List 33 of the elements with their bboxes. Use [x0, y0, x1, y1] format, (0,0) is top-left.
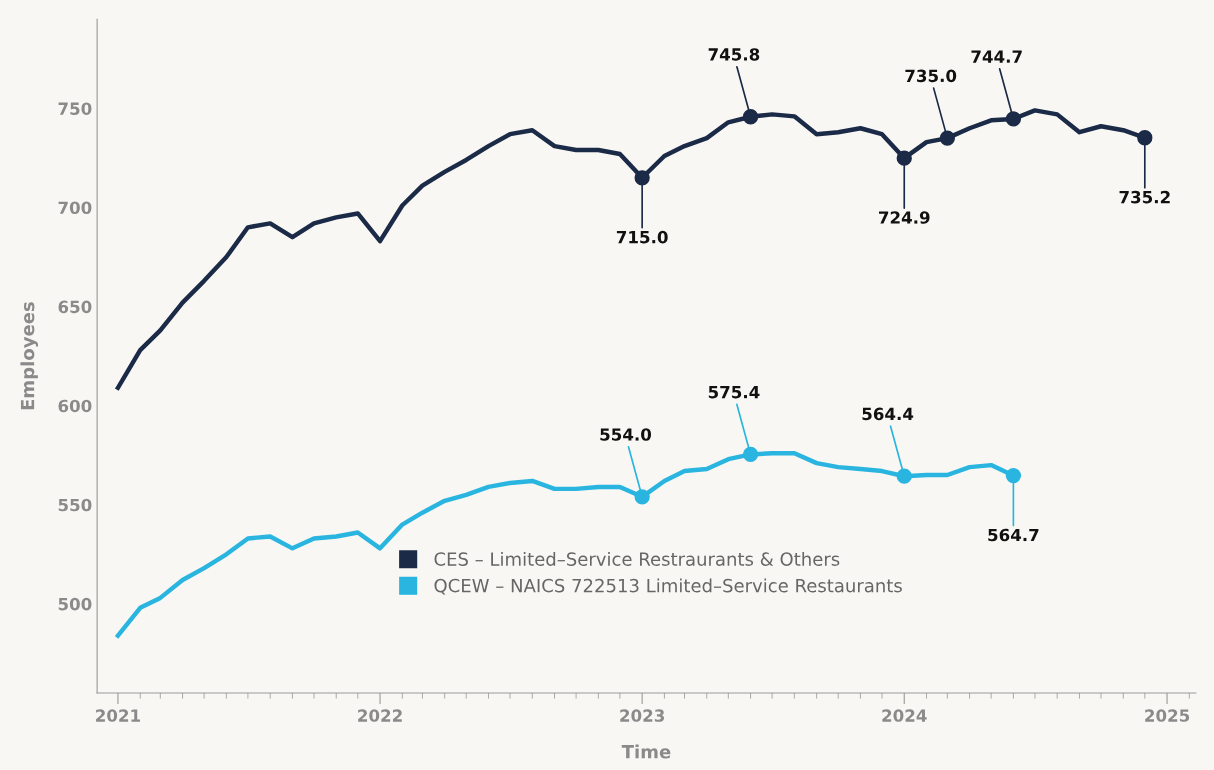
- annotation: 715.0: [616, 230, 668, 244]
- annotation: 564.7: [988, 528, 1039, 542]
- point: [896, 468, 912, 484]
- legend-label: CES – Limited–Service Restraurants & Others: [434, 551, 840, 566]
- annotation: 744.7: [971, 50, 1022, 63]
- annotation: 724.9: [879, 211, 930, 224]
- point: [634, 489, 650, 505]
- y-tick-label: 750: [58, 102, 92, 115]
- annotation: 735.2: [1119, 190, 1170, 204]
- x-tick-label: 2021: [96, 709, 140, 722]
- x-tick-label: 2024: [882, 709, 927, 722]
- x-axis-title: Time: [621, 744, 671, 759]
- annotation: 745.8: [708, 48, 760, 61]
- y-tick-label: 500: [58, 597, 92, 611]
- point: [1005, 467, 1022, 484]
- annotation: 554.0: [600, 428, 652, 441]
- y-tick-label: 650: [58, 300, 92, 314]
- point: [1137, 130, 1153, 146]
- point: [742, 446, 759, 463]
- y-tick-label: 700: [58, 201, 92, 215]
- annotation: 735.0: [905, 69, 957, 83]
- annotation: 564.4: [862, 407, 914, 421]
- point: [742, 109, 759, 125]
- y-tick-label: 550: [58, 498, 92, 512]
- point: [1005, 111, 1022, 127]
- y-axis-title: Employees: [20, 302, 39, 410]
- point: [939, 130, 955, 146]
- x-tick-label: 2025: [1145, 709, 1190, 722]
- legend-label: QCEW – NAICS 722513 Limited–Service Restaurants: [434, 578, 902, 595]
- x-tick-label: 2022: [358, 709, 402, 722]
- annotation: 575.4: [708, 386, 760, 399]
- y-tick-label: 600: [58, 399, 92, 413]
- x-tick-label: 2023: [620, 709, 665, 722]
